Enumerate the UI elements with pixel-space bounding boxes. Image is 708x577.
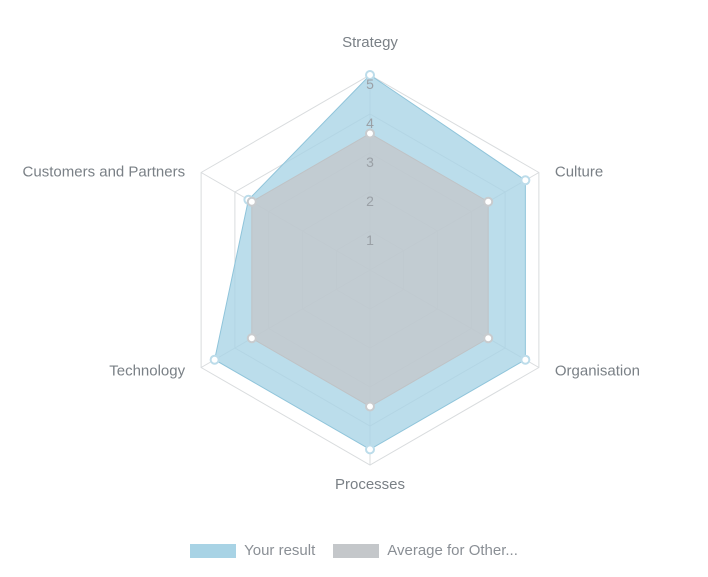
legend: Your result Average for Other... <box>0 542 708 559</box>
legend-label-0: Your result <box>244 542 315 559</box>
radar-tick-label: 4 <box>366 115 374 131</box>
radar-axis-label: Technology <box>109 363 185 380</box>
radar-chart-container: 1 2 3 4 5 Strategy Culture Organisation Processe… <box>0 0 708 577</box>
radar-axis-label: Culture <box>555 164 603 181</box>
radar-tick-label: 2 <box>366 193 374 209</box>
legend-label-1: Average for Other... <box>387 542 518 559</box>
radar-tick-label: 5 <box>366 76 374 92</box>
legend-item-average: Average for Other... <box>333 542 518 559</box>
radar-chart: 1 2 3 4 5 Strategy Culture Organisation Processe… <box>0 0 708 540</box>
radar-tick-label: 1 <box>366 232 374 248</box>
radar-axis-label: Customers and Partners <box>23 164 186 181</box>
radar-axis-label: Organisation <box>555 363 640 380</box>
legend-swatch-1 <box>333 544 379 558</box>
radar-axis-label: Strategy <box>342 34 398 51</box>
legend-item-your-result: Your result <box>190 542 315 559</box>
radar-axis-label: Processes <box>335 476 405 493</box>
legend-swatch-0 <box>190 544 236 558</box>
radar-tick-label: 3 <box>366 154 374 170</box>
